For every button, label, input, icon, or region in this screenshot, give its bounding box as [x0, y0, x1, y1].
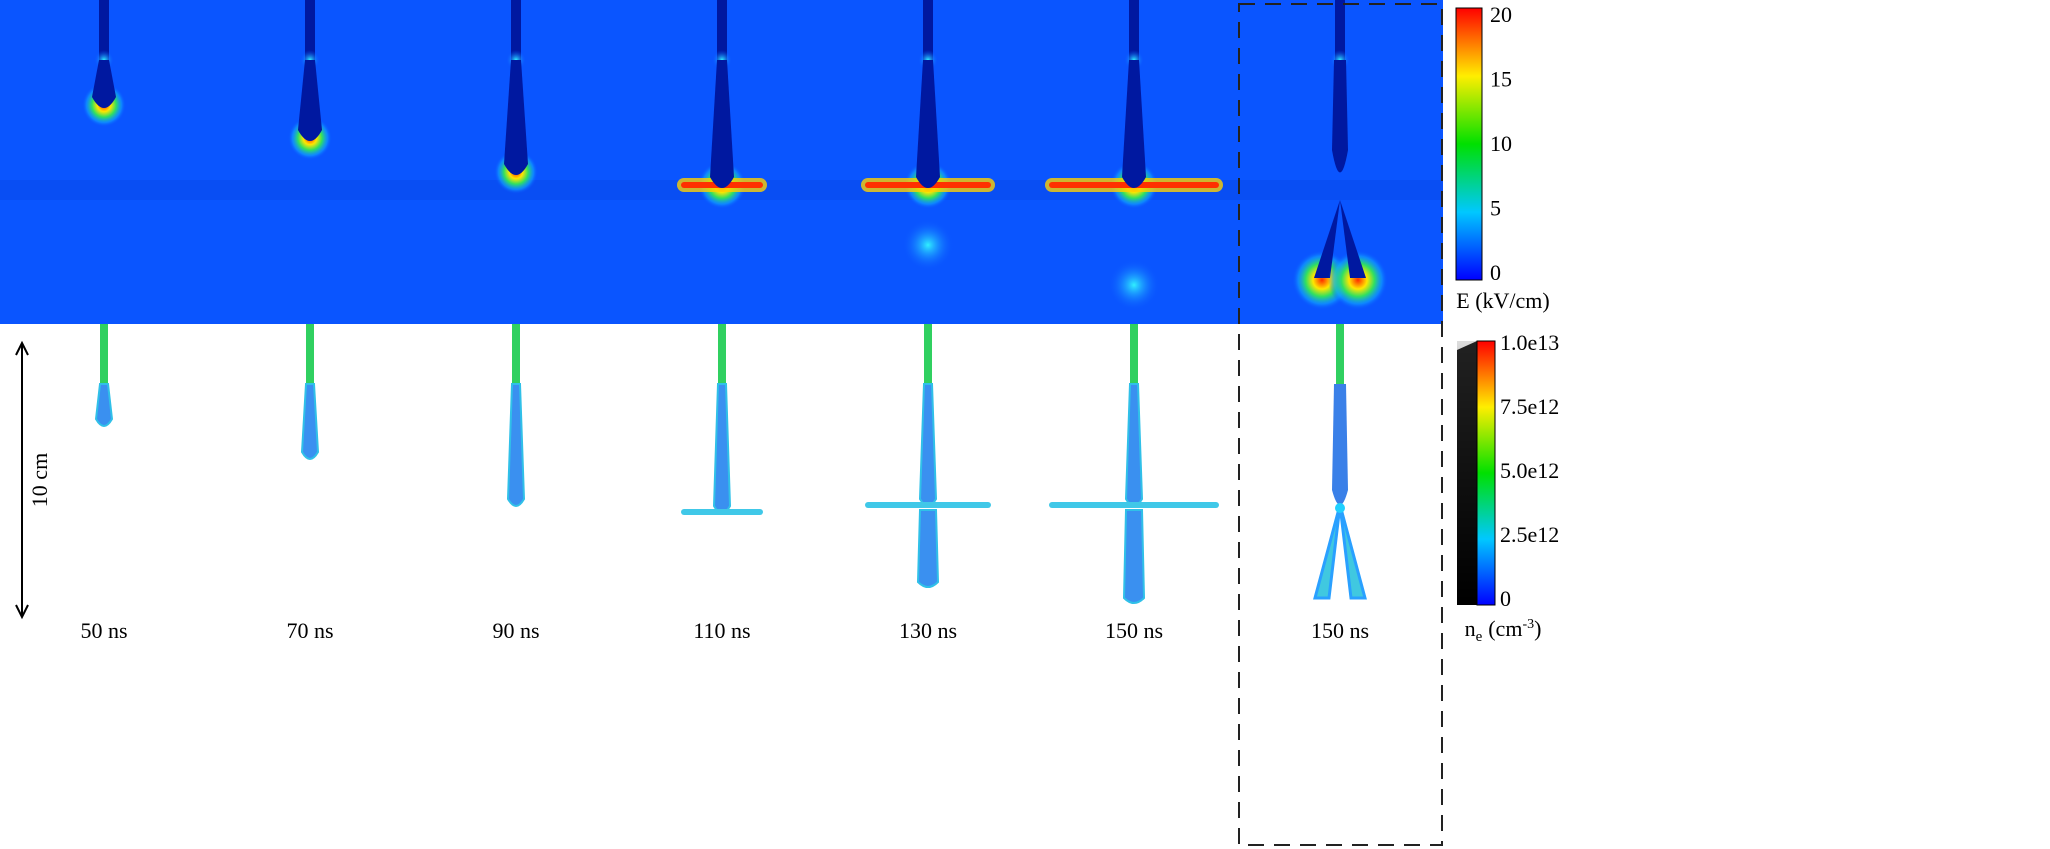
channel [298, 60, 322, 141]
density-tick: 7.5e12 [1500, 394, 1559, 419]
opacity-ramp [1457, 341, 1477, 605]
secondary [902, 219, 954, 271]
electrode [1335, 0, 1345, 60]
field-tick: 20 [1490, 2, 1512, 27]
branch [1340, 200, 1366, 278]
highlight-box [1238, 3, 1443, 846]
field-tick: 15 [1490, 67, 1512, 92]
field-tick: 5 [1490, 196, 1501, 221]
lower-density [916, 509, 940, 588]
electrode [717, 0, 727, 60]
scale-arrows [15, 340, 29, 620]
density-colorbar-label: ne (cm-3) [1465, 616, 1542, 645]
channel [1122, 60, 1146, 188]
channel-density [712, 383, 732, 514]
electrode-channel [718, 324, 726, 384]
time-label: 110 ns [693, 618, 750, 643]
channel-density [918, 383, 938, 507]
channel [710, 60, 734, 188]
tip-glow [1328, 250, 1388, 310]
streamers [82, 0, 1388, 604]
time-label: 50 ns [80, 618, 127, 643]
channel-density [94, 383, 114, 427]
electrode-channel [924, 324, 932, 384]
density-colorbar [1476, 340, 1496, 606]
electrode [1129, 0, 1139, 60]
time-label: 130 ns [899, 618, 957, 643]
branch-density [1338, 504, 1367, 600]
channel [1332, 60, 1348, 173]
lower-density [1122, 509, 1146, 604]
electrode-channel [100, 324, 108, 384]
channel [916, 60, 940, 188]
density-tick: 5.0e12 [1500, 458, 1559, 483]
electrode-channel [512, 324, 520, 384]
field-tick: 0 [1490, 260, 1501, 285]
channel [504, 60, 528, 175]
field-colorbar [1455, 7, 1483, 281]
bead [1335, 503, 1345, 513]
field-tick: 10 [1490, 131, 1512, 156]
electrode-channel [1130, 324, 1138, 384]
electrode [511, 0, 521, 60]
electrode [305, 0, 315, 60]
density-tick: 0 [1500, 586, 1511, 611]
time-label: 70 ns [286, 618, 333, 643]
electrode [923, 0, 933, 60]
time-label: 150 ns [1311, 618, 1369, 643]
electrode [99, 0, 109, 60]
branch-density [1313, 504, 1342, 600]
time-label: 150 ns [1105, 618, 1163, 643]
channel-density [1124, 383, 1144, 507]
electrode-channel [1336, 324, 1344, 384]
channel-density [506, 383, 526, 507]
density-tick: 2.5e12 [1500, 522, 1559, 547]
channel-density [1332, 384, 1348, 505]
secondary [1108, 259, 1160, 311]
scale-label: 10 cm [27, 453, 52, 507]
field-colorbar-label: E (kV/cm) [1456, 288, 1549, 313]
electrode-channel [306, 324, 314, 384]
channel [92, 60, 116, 108]
density-tick: 1.0e13 [1500, 330, 1559, 355]
branch [1314, 200, 1340, 278]
channel-density [300, 383, 320, 460]
time-label: 90 ns [492, 618, 539, 643]
